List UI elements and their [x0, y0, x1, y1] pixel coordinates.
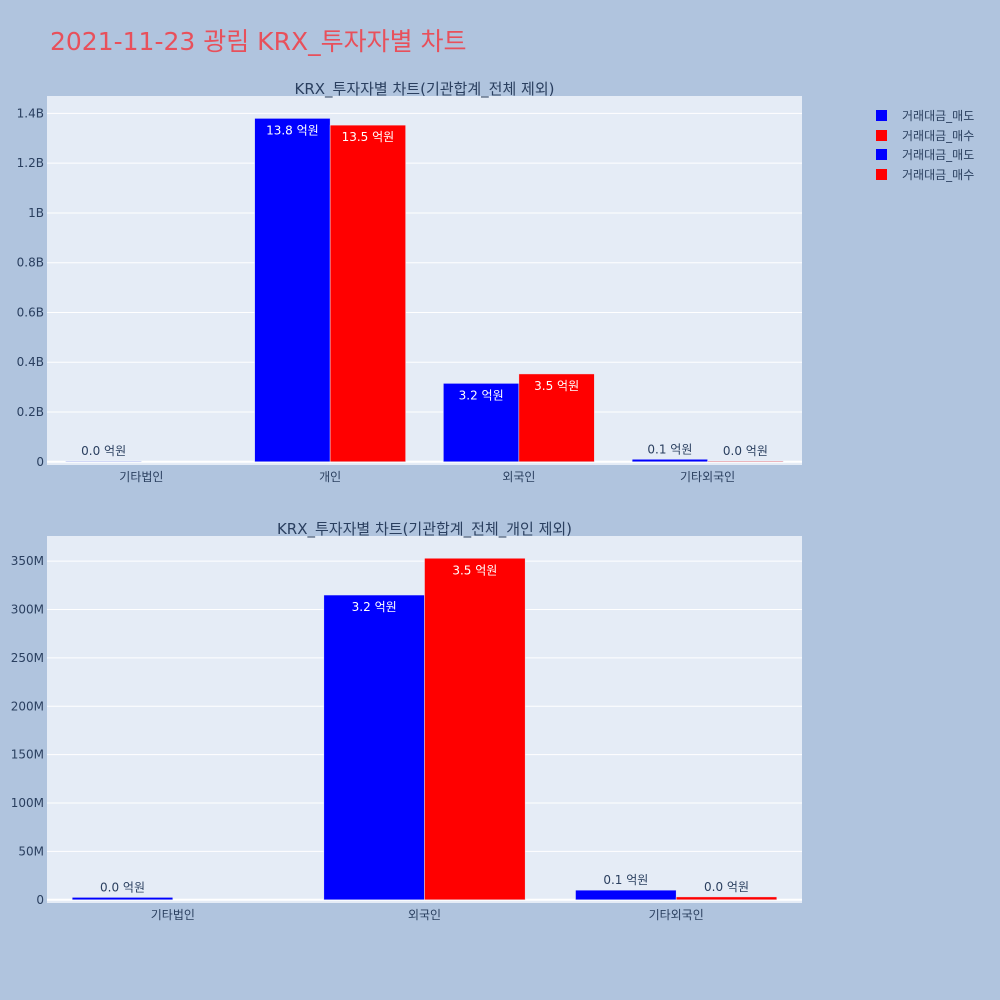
- y-tick-label: 0.8B: [17, 256, 44, 270]
- data-label: 0.1 억원: [603, 873, 648, 887]
- y-tick-label: 0.6B: [17, 305, 44, 319]
- data-label: 13.8 억원: [266, 123, 319, 137]
- legend-item-buy[interactable]: 거래대금_매수: [876, 165, 974, 185]
- bar: [575, 889, 677, 901]
- legend-swatch: [876, 129, 887, 141]
- data-label: 3.2 억원: [459, 388, 504, 402]
- x-tick-label: 기타외국인: [649, 908, 704, 922]
- x-tick-label: 기타법인: [119, 470, 163, 484]
- bar: [323, 594, 425, 901]
- y-tick-label: 300M: [11, 603, 44, 617]
- legend-item-buy[interactable]: 거래대금_매수: [876, 126, 974, 146]
- bar: [65, 460, 142, 463]
- bar: [631, 459, 708, 463]
- data-label: 0.0 억원: [81, 444, 126, 458]
- chart-bottom: 0 50M 100M 150M 200M 250M 300M 350M 기타법인 0.0 억원외국…: [11, 520, 802, 922]
- y-tick-label: 1.4B: [17, 106, 44, 120]
- legend-swatch: [876, 110, 887, 122]
- y-tick-label: 0: [36, 455, 44, 469]
- y-tick-label: 0.4B: [17, 355, 44, 369]
- legend-label: 거래대금_매도: [902, 148, 975, 163]
- y-tick-label: 350M: [11, 554, 44, 568]
- y-tick-label: 1.2B: [17, 156, 44, 170]
- bar: [443, 383, 520, 463]
- legend: 거래대금_매도 거래대금_매수 거래대금_매도 거래대금_매수: [876, 106, 974, 184]
- x-tick-label: 외국인: [502, 470, 535, 484]
- bar: [518, 373, 595, 463]
- bar: [329, 124, 406, 463]
- bar: [71, 897, 174, 901]
- y-tick-label: 0.2B: [17, 405, 44, 419]
- data-label: 3.5 억원: [452, 563, 497, 577]
- legend-item-sell[interactable]: 거래대금_매도: [876, 145, 974, 165]
- y-tick-label: 200M: [11, 699, 44, 713]
- data-label: 0.0 억원: [723, 444, 768, 458]
- data-label: 0.0 억원: [100, 880, 145, 894]
- data-label: 0.1 억원: [647, 442, 692, 456]
- legend-label: 거래대금_매수: [902, 167, 975, 182]
- y-tick-label: 0: [36, 893, 44, 907]
- plot-area: [47, 96, 802, 465]
- y-tick-label: 100M: [11, 796, 44, 810]
- data-label: 13.5 억원: [342, 130, 395, 144]
- bar: [254, 118, 331, 463]
- legend-swatch: [876, 149, 887, 161]
- y-tick-label: 50M: [18, 844, 44, 858]
- x-tick-label: 개인: [319, 470, 341, 484]
- legend-label: 거래대금_매수: [902, 128, 975, 143]
- x-tick-label: 외국인: [408, 908, 441, 922]
- legend-item-sell[interactable]: 거래대금_매도: [876, 106, 974, 126]
- x-tick-label: 기타법인: [151, 908, 195, 922]
- bar: [675, 896, 778, 901]
- y-tick-label: 150M: [11, 748, 44, 762]
- y-tick-label: 250M: [11, 651, 44, 665]
- data-label: 3.5 억원: [534, 379, 579, 393]
- chart-title: KRX_투자자별 차트(기관합계_전체 제외): [295, 80, 555, 99]
- bar: [424, 558, 526, 901]
- y-tick-label: 1B: [28, 206, 44, 220]
- x-tick-label: 기타외국인: [680, 470, 735, 484]
- legend-label: 거래대금_매도: [902, 109, 975, 124]
- legend-swatch: [876, 168, 887, 180]
- chart-title: KRX_투자자별 차트(기관합계_전체_개인 제외): [277, 520, 572, 539]
- page-title: 2021-11-23 광림 KRX_투자자별 차트: [50, 27, 467, 56]
- bar: [707, 460, 784, 463]
- data-label: 3.2 억원: [352, 600, 397, 614]
- data-label: 0.0 억원: [704, 880, 749, 894]
